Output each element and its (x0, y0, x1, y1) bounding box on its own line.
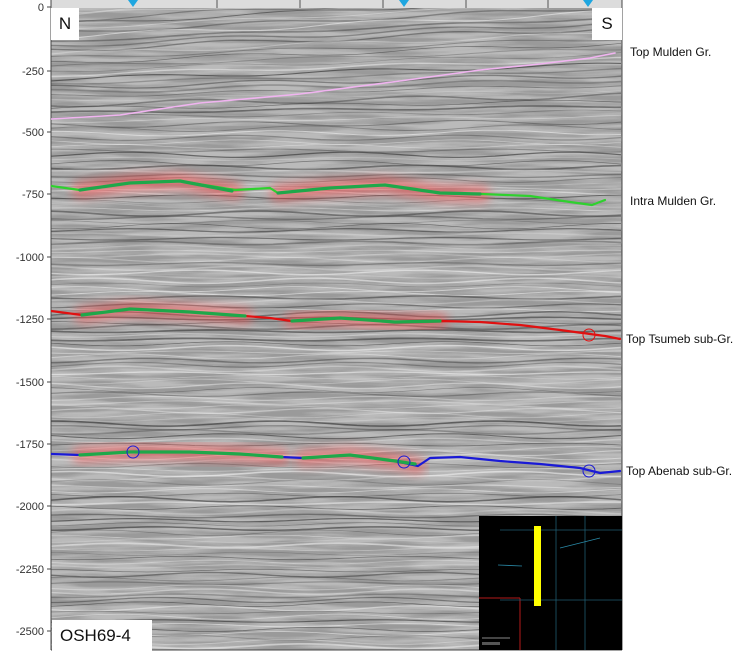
well-marker-2-icon (399, 0, 409, 7)
well-markers (128, 0, 593, 7)
label-intra-mulden: Intra Mulden Gr. (630, 194, 716, 208)
depth-tick-0: 0 (38, 2, 44, 14)
depth-axis: 0 -250 -500 -750 -1000 -1250 -1500 -1750… (16, 2, 51, 638)
depth-tick-1500: -1500 (16, 377, 44, 389)
inset-location-map (479, 516, 622, 650)
label-top-tsumeb: Top Tsumeb sub-Gr. (626, 332, 733, 346)
depth-tick-1750: -1750 (16, 439, 44, 451)
label-top-mulden: Top Mulden Gr. (630, 45, 711, 59)
south-direction-label: S (592, 8, 622, 40)
horizon-top-mulden (51, 52, 616, 120)
inset-highlight-line (534, 526, 541, 606)
depth-tick-1000: -1000 (16, 252, 44, 264)
abenab-pick-1 (78, 450, 284, 459)
north-direction-label: N (51, 8, 79, 40)
well-tie-marker-3 (397, 455, 411, 469)
depth-tick-2000: -2000 (16, 501, 44, 513)
intra-mulden-pick-1 (78, 179, 234, 193)
well-marker-1-icon (128, 0, 138, 7)
depth-tick-500: -500 (22, 127, 44, 139)
depth-tick-2250: -2250 (16, 564, 44, 576)
depth-tick-750: -750 (22, 189, 44, 201)
well-tie-marker-2 (126, 445, 140, 459)
tsumeb-pick-1 (80, 307, 247, 318)
well-marker-3-icon (583, 0, 593, 7)
well-tie-marker-1 (582, 328, 596, 342)
seismic-line-name: OSH69-4 (52, 620, 152, 652)
depth-tick-250: -250 (22, 66, 44, 78)
depth-tick-2500: -2500 (16, 626, 44, 638)
depth-tick-1250: -1250 (16, 314, 44, 326)
tsumeb-pick-2 (290, 316, 442, 324)
abenab-pick-2 (301, 453, 417, 466)
intra-mulden-pick-2 (276, 183, 482, 196)
interpreted-horizons (51, 52, 622, 478)
label-top-abenab: Top Abenab sub-Gr. (626, 464, 732, 478)
well-tie-marker-4 (582, 464, 596, 478)
horizon-labels: Top Mulden Gr. Intra Mulden Gr. Top Tsum… (626, 45, 733, 478)
